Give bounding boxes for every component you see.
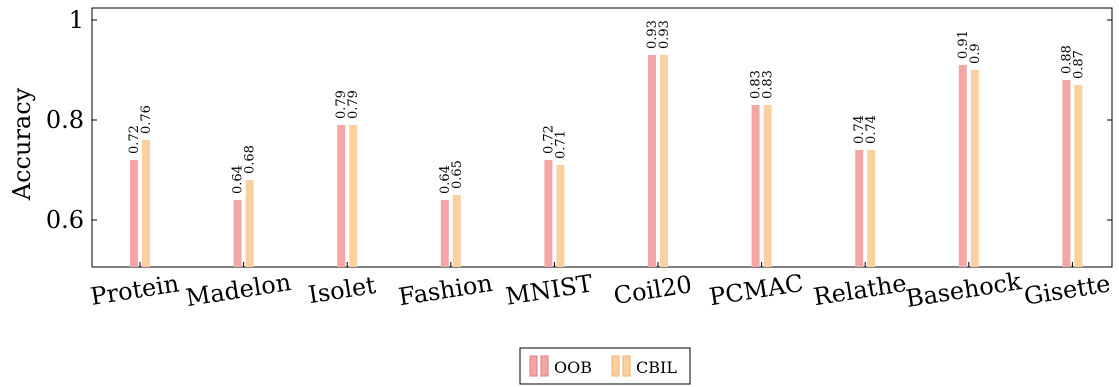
bar-oob <box>440 200 449 267</box>
data-label-cbil: 0.93 <box>657 20 672 49</box>
data-label-oob: 0.88 <box>1059 45 1074 74</box>
x-tick-label: Madelon <box>184 268 293 312</box>
data-label-oob: 0.74 <box>852 115 867 144</box>
bar-oob <box>958 65 967 267</box>
data-label-oob: 0.83 <box>749 70 764 99</box>
bar-cbil <box>1074 85 1083 267</box>
data-label-oob: 0.64 <box>438 165 453 194</box>
bar-cbil <box>142 140 150 267</box>
legend-swatch-oob <box>529 355 538 377</box>
x-tick-label: Coil20 <box>612 270 694 310</box>
x-tick-label: Fashion <box>397 269 495 311</box>
data-label-oob: 0.72 <box>541 125 556 154</box>
data-label-cbil: 0.87 <box>1071 50 1086 79</box>
bar-oob <box>544 160 553 267</box>
data-label-cbil: 0.76 <box>139 105 154 134</box>
data-label-oob: 0.91 <box>956 30 971 59</box>
x-tick-label: Gisette <box>1022 269 1112 310</box>
plot-frame <box>91 7 1113 268</box>
bar-cbil <box>867 150 876 267</box>
bars <box>130 55 1083 267</box>
bar-oob <box>648 55 656 267</box>
bar-cbil <box>556 165 565 267</box>
data-label-oob: 0.64 <box>231 165 246 194</box>
data-label-cbil: 0.79 <box>346 90 361 119</box>
bar-oob <box>130 160 138 267</box>
data-labels: 0.720.760.640.680.790.790.640.650.720.71… <box>127 20 1086 194</box>
bar-oob <box>1062 80 1071 267</box>
bar-cbil <box>245 180 254 267</box>
bar-oob <box>233 200 242 267</box>
bar-oob <box>751 105 760 267</box>
y-tick-label: 0.6 <box>46 206 84 234</box>
bar-cbil <box>660 55 668 267</box>
bar-cbil <box>349 125 358 267</box>
y-axis-label: Accuracy <box>8 87 36 201</box>
data-label-cbil: 0.68 <box>243 145 258 174</box>
x-tick-label: PCMAC <box>707 269 805 311</box>
x-axis: Protein Madelon Isolet Fashion MNIST Coil20 PC… <box>89 262 1112 313</box>
y-axis: 0.6 0.8 1 <box>46 6 1112 234</box>
data-label-oob: 0.79 <box>334 90 349 119</box>
data-label-oob: 0.72 <box>127 125 142 154</box>
plot-area <box>91 7 1113 268</box>
bar-cbil <box>452 195 461 267</box>
x-tick-label: Basehock <box>904 267 1024 313</box>
legend-label-oob: OOB <box>554 358 592 377</box>
legend-swatch-oob <box>540 355 549 377</box>
data-label-cbil: 0.74 <box>864 115 879 144</box>
x-tick-label: Relathe <box>812 269 909 311</box>
legend: OOB CBIL <box>519 347 691 385</box>
x-tick-label: Protein <box>89 269 181 311</box>
bar-cbil <box>970 70 979 267</box>
legend-label-cbil: CBIL <box>636 358 677 377</box>
data-label-cbil: 0.83 <box>761 70 776 99</box>
data-label-oob: 0.93 <box>645 20 660 49</box>
y-tick-label: 1 <box>69 6 84 34</box>
bar-oob <box>337 125 346 267</box>
legend-swatch-cbil <box>611 355 620 377</box>
data-label-cbil: 0.65 <box>450 160 465 189</box>
x-tick-label: MNIST <box>504 269 595 310</box>
bar-cbil <box>763 105 772 267</box>
data-label-cbil: 0.71 <box>553 130 568 159</box>
x-tick-label: Isolet <box>306 271 378 309</box>
bar-oob <box>855 150 864 267</box>
legend-swatch-cbil <box>622 355 631 377</box>
y-tick-label: 0.8 <box>46 106 84 134</box>
data-label-cbil: 0.9 <box>968 43 983 64</box>
